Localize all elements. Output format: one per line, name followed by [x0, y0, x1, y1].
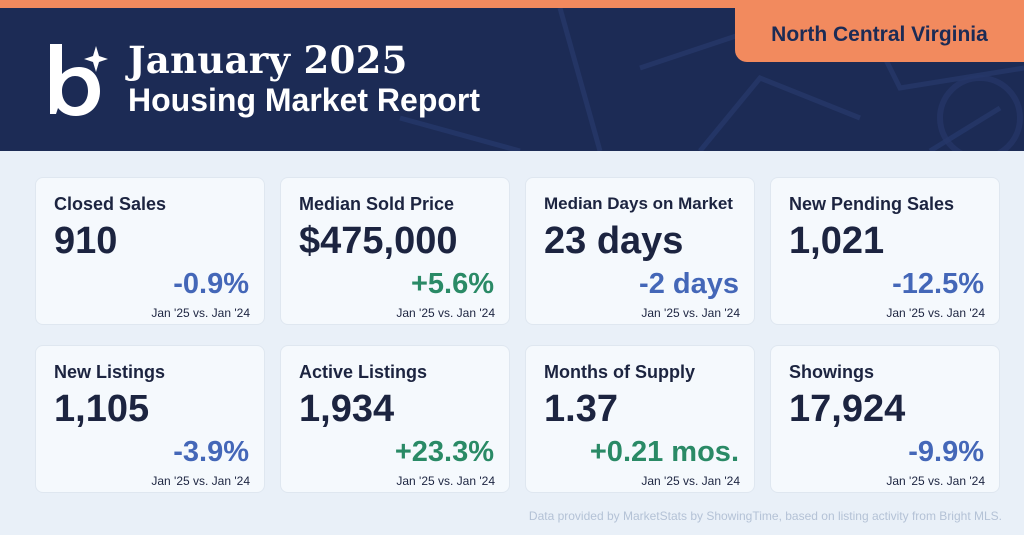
top-accent-stripe — [0, 0, 1024, 8]
report-title-month: January 2025 — [128, 38, 408, 82]
metric-value: 23 days — [544, 220, 684, 262]
report-title: Housing Market Report — [128, 82, 481, 118]
metric-label: Median Days on Market — [544, 194, 733, 213]
metric-change: +23.3% — [394, 436, 494, 468]
metric-comparison-period: Jan '25 vs. Jan '24 — [886, 306, 985, 320]
b-sparkle-logo-icon — [50, 44, 108, 116]
metric-change: -3.9% — [173, 436, 249, 468]
metric-card-months-of-supply: Months of Supply 1.37 +0.21 mos. Jan '25… — [525, 345, 755, 493]
metric-card-new-pending-sales: New Pending Sales 1,021 -12.5% Jan '25 v… — [770, 177, 1000, 325]
metric-label: Showings — [789, 362, 874, 382]
metric-value: 17,924 — [789, 388, 906, 430]
metric-comparison-period: Jan '25 vs. Jan '24 — [396, 474, 495, 488]
metric-label: Closed Sales — [54, 194, 167, 214]
metric-card-new-listings: New Listings 1,105 -3.9% Jan '25 vs. Jan… — [35, 345, 265, 493]
metric-label: Months of Supply — [544, 362, 695, 382]
metric-label: Active Listings — [299, 362, 428, 382]
metric-change: -0.9% — [173, 268, 249, 300]
metric-label: Median Sold Price — [299, 194, 455, 214]
metric-label: New Listings — [54, 362, 166, 382]
metric-comparison-period: Jan '25 vs. Jan '24 — [151, 306, 250, 320]
metric-card-median-sold-price: Median Sold Price $475,000 +5.6% Jan '25… — [280, 177, 510, 325]
metric-comparison-period: Jan '25 vs. Jan '24 — [396, 306, 495, 320]
metric-change: +5.6% — [410, 268, 494, 300]
metric-comparison-period: Jan '25 vs. Jan '24 — [886, 474, 985, 488]
metric-comparison-period: Jan '25 vs. Jan '24 — [641, 306, 740, 320]
metric-value: 1,021 — [789, 220, 885, 262]
metric-change: -2 days — [639, 268, 739, 300]
metric-value: $475,000 — [299, 220, 458, 262]
data-source-note: Data provided by MarketStats by ShowingT… — [528, 509, 1002, 523]
metric-card-closed-sales: Closed Sales 910 -0.9% Jan '25 vs. Jan '… — [35, 177, 265, 325]
report-header: January 2025 Housing Market Report North… — [0, 8, 1024, 151]
metric-card-active-listings: Active Listings 1,934 +23.3% Jan '25 vs.… — [280, 345, 510, 493]
metric-change: +0.21 mos. — [589, 436, 739, 468]
metric-value: 1,934 — [299, 388, 395, 430]
metric-value: 910 — [54, 220, 118, 262]
region-badge: North Central Virginia — [735, 8, 1024, 62]
metric-value: 1,105 — [54, 388, 150, 430]
metric-card-showings: Showings 17,924 -9.9% Jan '25 vs. Jan '2… — [770, 345, 1000, 493]
metric-comparison-period: Jan '25 vs. Jan '24 — [151, 474, 250, 488]
metric-label: New Pending Sales — [789, 194, 955, 214]
metric-change: -9.9% — [908, 436, 984, 468]
metric-card-median-days-on-market: Median Days on Market 23 days -2 days Ja… — [525, 177, 755, 325]
metric-value: 1.37 — [544, 388, 618, 430]
metric-change: -12.5% — [892, 268, 984, 300]
metric-comparison-period: Jan '25 vs. Jan '24 — [641, 474, 740, 488]
